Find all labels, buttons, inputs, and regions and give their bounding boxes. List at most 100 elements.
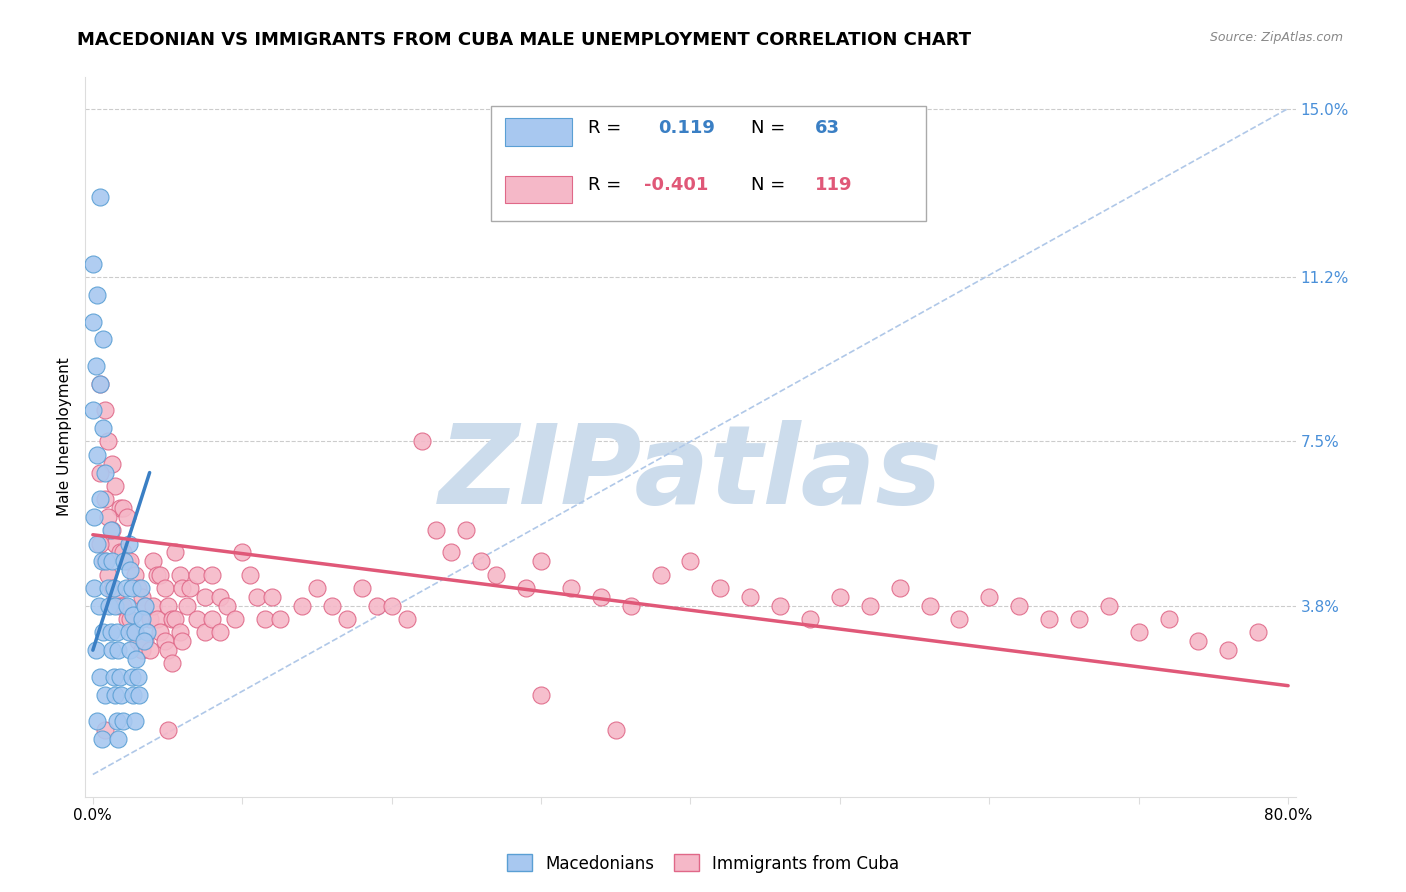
Point <box>208 625 231 640</box>
Point <box>381 599 404 613</box>
Text: 119: 119 <box>815 177 852 194</box>
Point <box>201 612 224 626</box>
Point <box>799 612 821 626</box>
Text: R =: R = <box>588 177 621 194</box>
Point <box>89 376 111 391</box>
Point <box>89 376 111 391</box>
Point <box>100 523 122 537</box>
Point <box>89 536 111 550</box>
Point <box>231 545 253 559</box>
Point <box>134 634 156 648</box>
Point <box>115 612 138 626</box>
Point <box>485 567 508 582</box>
Point <box>104 599 127 613</box>
Point <box>91 332 114 346</box>
Point <box>169 567 191 582</box>
Point <box>127 581 149 595</box>
Point <box>97 434 120 449</box>
Text: -0.401: -0.401 <box>644 177 709 194</box>
Point <box>83 581 105 595</box>
Point <box>84 643 107 657</box>
Point <box>350 581 373 595</box>
Point <box>82 315 104 329</box>
Point <box>679 554 702 568</box>
Point <box>105 625 128 640</box>
Point <box>156 599 179 613</box>
Point <box>224 612 246 626</box>
Text: R =: R = <box>588 119 621 136</box>
Point <box>129 581 152 595</box>
Point <box>246 590 269 604</box>
Point <box>101 523 124 537</box>
Point <box>142 554 165 568</box>
Point <box>120 563 142 577</box>
Point <box>153 581 176 595</box>
Point <box>169 625 191 640</box>
Point <box>100 625 122 640</box>
Point <box>149 567 172 582</box>
Point <box>104 688 127 702</box>
Point <box>142 599 165 613</box>
Point <box>291 599 314 613</box>
Point <box>124 625 146 640</box>
Point <box>110 688 132 702</box>
Text: N =: N = <box>751 177 785 194</box>
Y-axis label: Male Unemployment: Male Unemployment <box>58 358 72 516</box>
Point <box>118 536 141 550</box>
Point <box>111 599 134 613</box>
Point <box>108 545 131 559</box>
FancyBboxPatch shape <box>505 119 572 145</box>
Point <box>176 599 198 613</box>
Point <box>86 288 108 302</box>
Point <box>115 554 138 568</box>
Point <box>114 581 136 595</box>
Point <box>186 567 208 582</box>
Point <box>101 643 124 657</box>
Point <box>709 581 731 595</box>
Point <box>127 634 149 648</box>
Point <box>1098 599 1121 613</box>
Point <box>94 466 117 480</box>
Point <box>120 643 142 657</box>
Point <box>1128 625 1150 640</box>
Point <box>239 567 262 582</box>
Point <box>89 670 111 684</box>
Point <box>94 723 117 737</box>
Point <box>1038 612 1060 626</box>
Point <box>605 723 627 737</box>
Point <box>120 612 142 626</box>
Point <box>132 634 155 648</box>
Point <box>122 688 145 702</box>
Point <box>91 421 114 435</box>
Point <box>105 714 128 729</box>
Point <box>127 670 149 684</box>
Text: Source: ZipAtlas.com: Source: ZipAtlas.com <box>1209 31 1343 45</box>
Point <box>112 554 135 568</box>
Point <box>163 545 186 559</box>
Point <box>1247 625 1270 640</box>
Point <box>1008 599 1031 613</box>
Point <box>115 510 138 524</box>
FancyBboxPatch shape <box>505 176 572 203</box>
Point <box>96 554 118 568</box>
Point <box>456 523 478 537</box>
Point <box>425 523 447 537</box>
Point <box>94 688 117 702</box>
Point <box>163 612 186 626</box>
Point <box>620 599 643 613</box>
Point <box>179 581 201 595</box>
Point <box>86 714 108 729</box>
Point <box>103 581 125 595</box>
Point <box>107 643 129 657</box>
Point <box>111 545 134 559</box>
Point <box>131 643 153 657</box>
Point <box>828 590 851 604</box>
Point <box>979 590 1001 604</box>
Point <box>889 581 911 595</box>
Point <box>122 607 145 622</box>
Point <box>101 457 124 471</box>
Point <box>470 554 492 568</box>
Legend: Macedonians, Immigrants from Cuba: Macedonians, Immigrants from Cuba <box>501 847 905 880</box>
Point <box>86 536 108 550</box>
Point <box>1067 612 1090 626</box>
